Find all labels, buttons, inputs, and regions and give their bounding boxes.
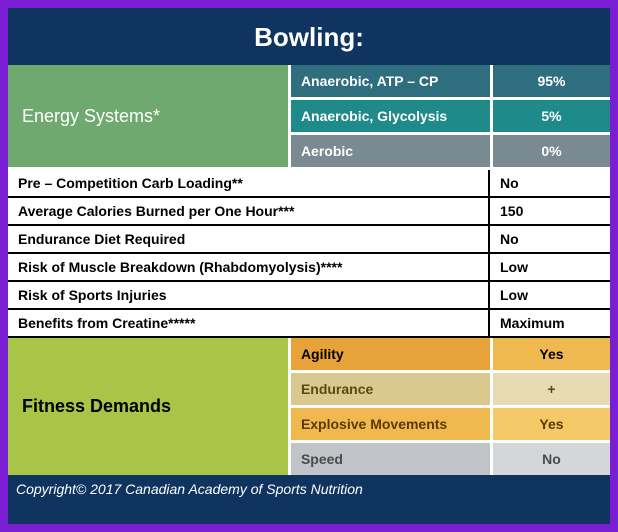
energy-system-row: Aerobic0%	[291, 135, 610, 170]
fitness-demands-rows: AgilityYesEndurance+Explosive MovementsY…	[291, 338, 610, 475]
fitness-demand-value: +	[490, 373, 610, 405]
energy-systems-rows: Anaerobic, ATP – CP95%Anaerobic, Glycoly…	[291, 65, 610, 170]
info-row: Risk of Muscle Breakdown (Rhabdomyolysis…	[8, 254, 610, 282]
fitness-demand-name: Agility	[291, 338, 490, 370]
energy-systems-label: Energy Systems*	[8, 65, 291, 170]
fitness-demands-block: Fitness Demands AgilityYesEndurance+Expl…	[8, 338, 610, 475]
info-value: 150	[490, 198, 610, 224]
fitness-demand-row: AgilityYes	[291, 338, 610, 373]
info-value: No	[490, 170, 610, 196]
info-row: Pre – Competition Carb Loading**No	[8, 170, 610, 198]
fitness-demand-row: Endurance+	[291, 373, 610, 408]
fitness-demand-row: SpeedNo	[291, 443, 610, 475]
info-label: Benefits from Creatine*****	[8, 310, 490, 336]
info-rows: Pre – Competition Carb Loading**NoAverag…	[8, 170, 610, 338]
energy-system-name: Anaerobic, ATP – CP	[291, 65, 490, 97]
page-title: Bowling:	[8, 8, 610, 65]
fitness-demand-value: Yes	[490, 338, 610, 370]
fitness-demand-value: No	[490, 443, 610, 475]
energy-system-name: Anaerobic, Glycolysis	[291, 100, 490, 132]
energy-systems-block: Energy Systems* Anaerobic, ATP – CP95%An…	[8, 65, 610, 170]
energy-system-value: 0%	[490, 135, 610, 167]
info-value: Maximum	[490, 310, 610, 336]
copyright-text: Copyright© 2017 Canadian Academy of Spor…	[8, 475, 610, 497]
fitness-demand-row: Explosive MovementsYes	[291, 408, 610, 443]
info-row: Average Calories Burned per One Hour***1…	[8, 198, 610, 226]
info-row: Endurance Diet RequiredNo	[8, 226, 610, 254]
main-grid: Energy Systems* Anaerobic, ATP – CP95%An…	[8, 65, 610, 475]
energy-system-row: Anaerobic, Glycolysis5%	[291, 100, 610, 135]
info-label: Risk of Muscle Breakdown (Rhabdomyolysis…	[8, 254, 490, 280]
energy-system-row: Anaerobic, ATP – CP95%	[291, 65, 610, 100]
fitness-demand-name: Endurance	[291, 373, 490, 405]
fitness-demands-label: Fitness Demands	[8, 338, 291, 475]
info-row: Risk of Sports InjuriesLow	[8, 282, 610, 310]
info-label: Endurance Diet Required	[8, 226, 490, 252]
info-label: Pre – Competition Carb Loading**	[8, 170, 490, 196]
info-label: Risk of Sports Injuries	[8, 282, 490, 308]
energy-system-value: 5%	[490, 100, 610, 132]
fitness-demand-name: Explosive Movements	[291, 408, 490, 440]
infographic-container: Bowling: Energy Systems* Anaerobic, ATP …	[8, 8, 610, 524]
info-row: Benefits from Creatine*****Maximum	[8, 310, 610, 338]
info-value: No	[490, 226, 610, 252]
info-value: Low	[490, 282, 610, 308]
energy-system-value: 95%	[490, 65, 610, 97]
info-value: Low	[490, 254, 610, 280]
info-label: Average Calories Burned per One Hour***	[8, 198, 490, 224]
energy-system-name: Aerobic	[291, 135, 490, 167]
fitness-demand-name: Speed	[291, 443, 490, 475]
fitness-demand-value: Yes	[490, 408, 610, 440]
